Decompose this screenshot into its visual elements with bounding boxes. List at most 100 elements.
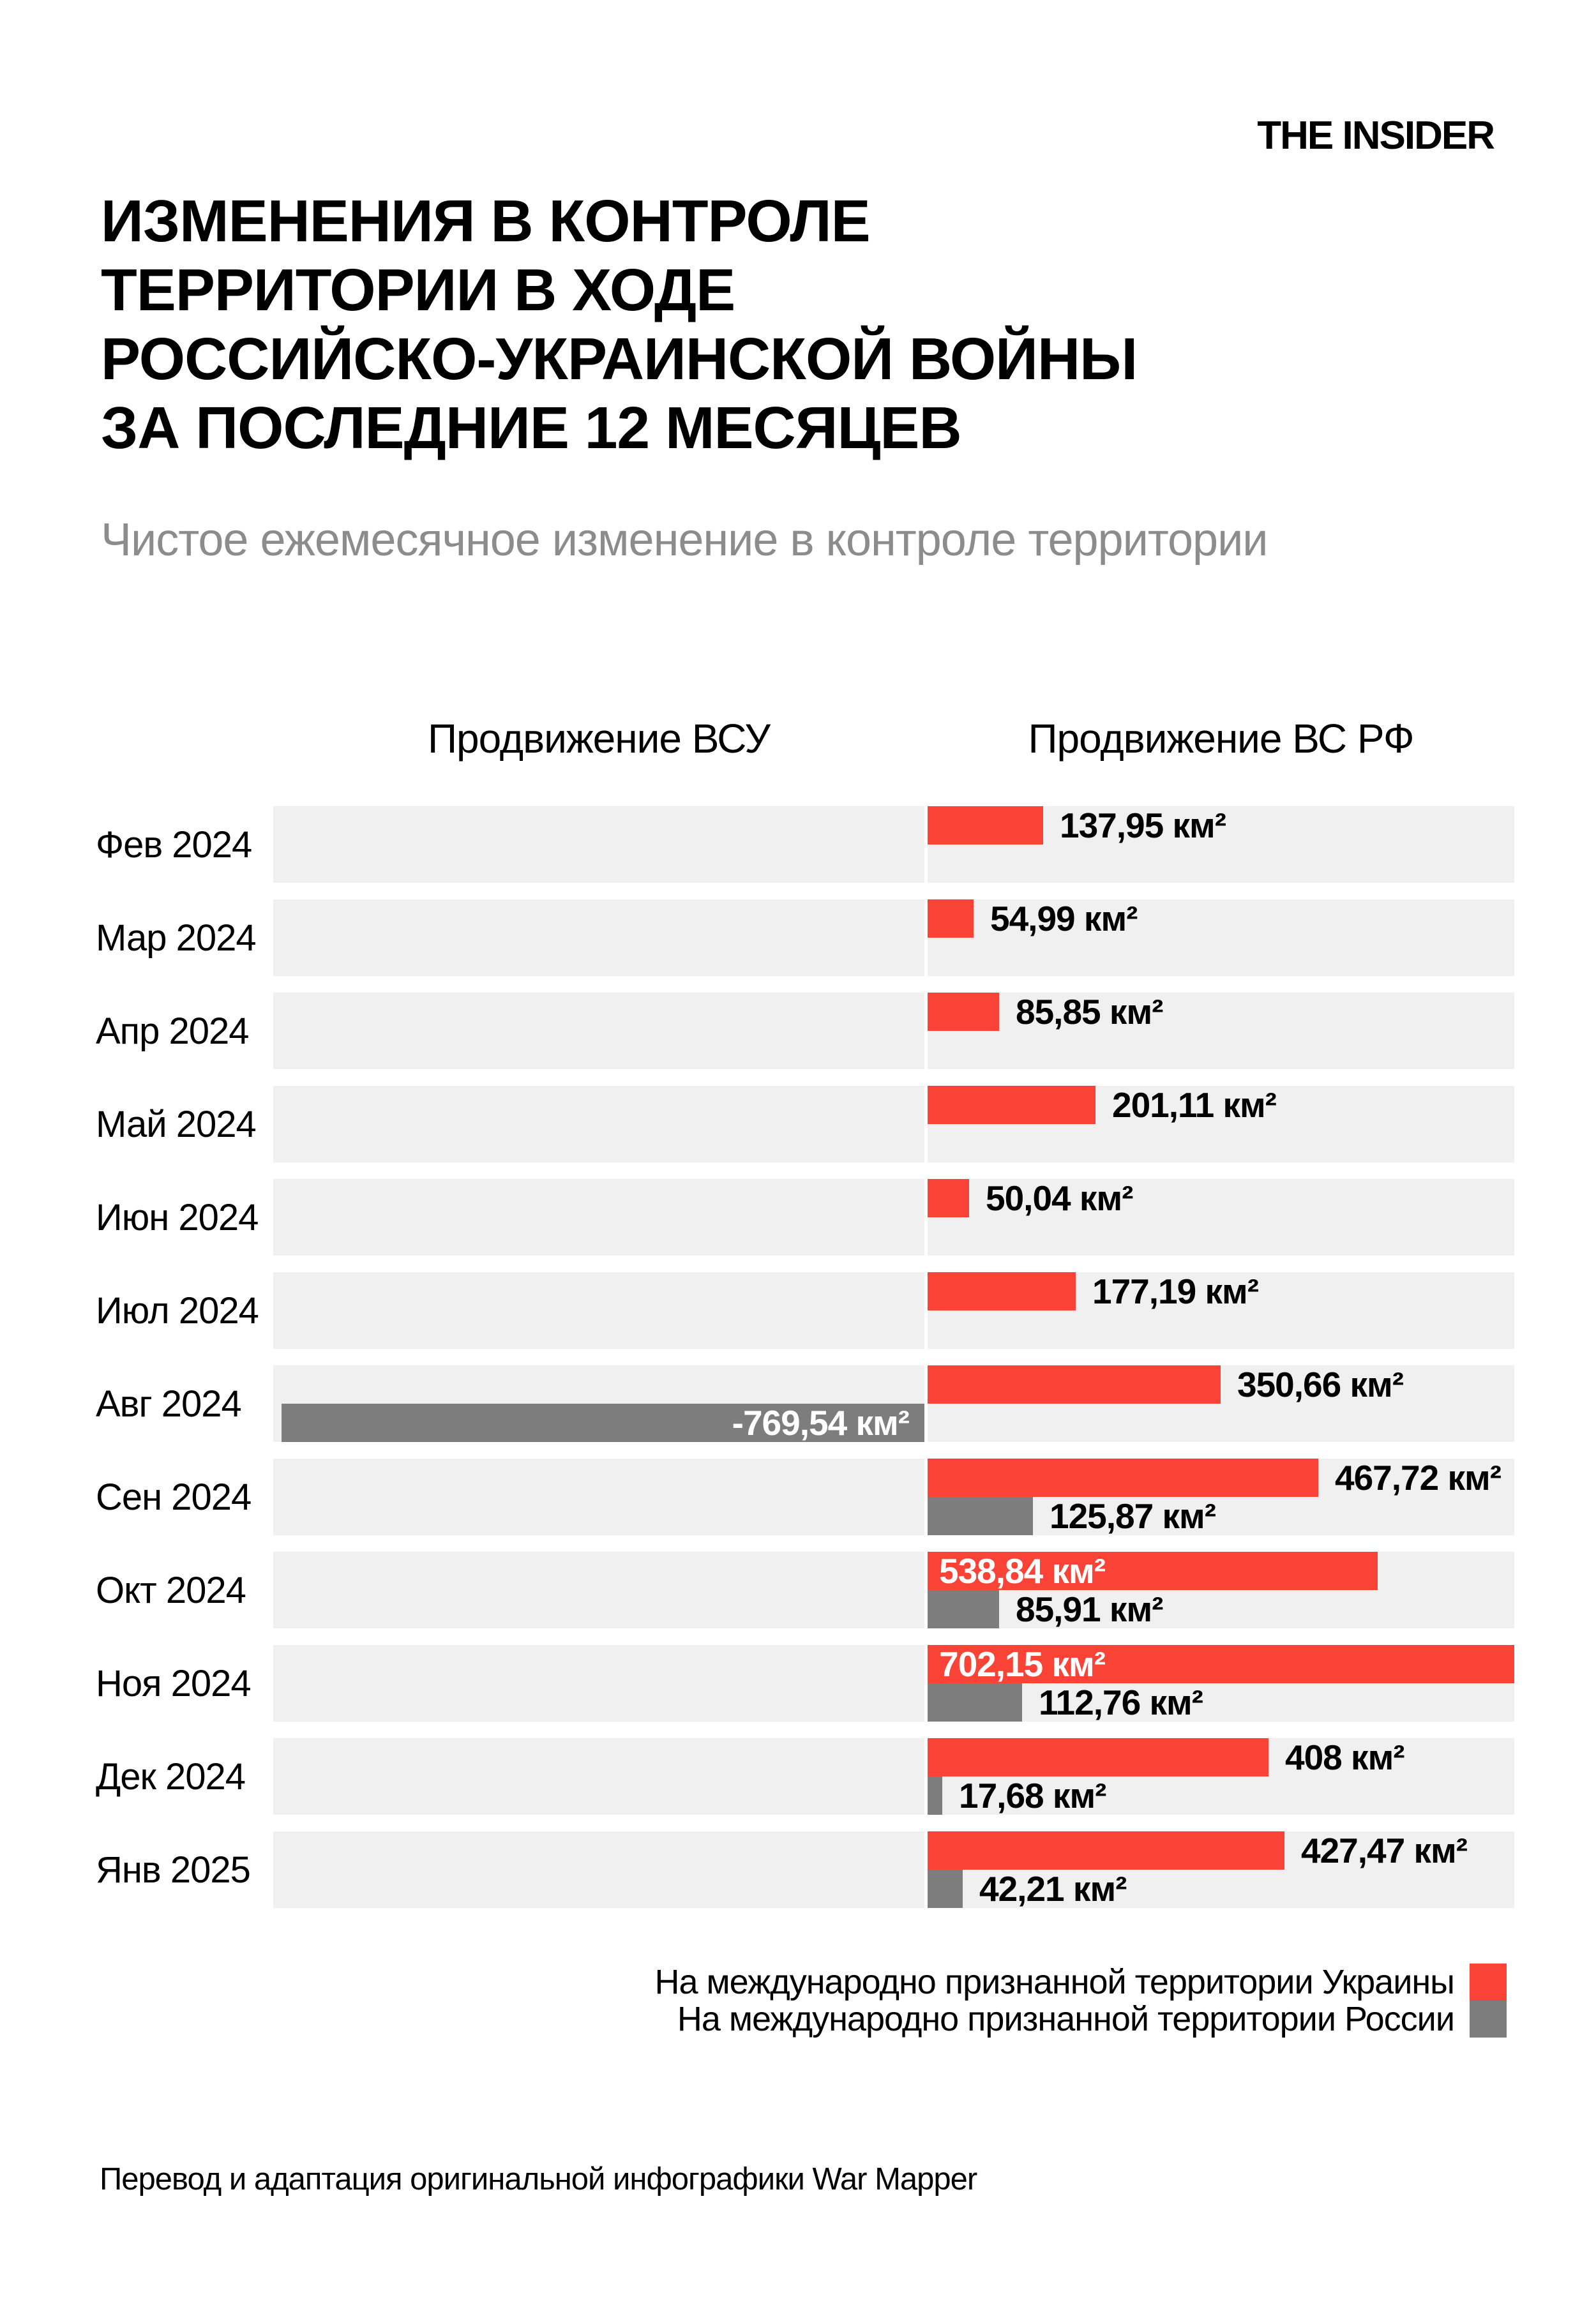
zero-axis-line	[924, 1086, 928, 1162]
row-month-label: Ноя 2024	[96, 1662, 252, 1704]
row-band: 427,47 км² 42,21 км²	[273, 1831, 1514, 1909]
row-month-label: Мар 2024	[96, 917, 257, 959]
bar-value-label: 125,87 км²	[1050, 1496, 1216, 1536]
bar-value-label: 177,19 км²	[1092, 1272, 1259, 1311]
row-month-label: Июл 2024	[96, 1289, 259, 1332]
bar-value-label: 427,47 км²	[1301, 1831, 1468, 1870]
row-band: 85,85 км²	[273, 992, 1514, 1069]
zero-axis-line	[924, 993, 928, 1069]
chart-row: Дек 2024 408 км² 17,68 км²	[0, 1738, 1596, 1815]
row-band: 538,84 км² 85,91 км²	[273, 1551, 1514, 1629]
zero-axis-line	[924, 1738, 928, 1815]
bar-value-label: 350,66 км²	[1237, 1365, 1404, 1404]
chart-row: Авг 2024 350,66 км² -769,54 км²	[0, 1365, 1596, 1443]
row-band: 54,99 км²	[273, 899, 1514, 976]
bar-value-label: 85,91 км²	[1016, 1589, 1163, 1629]
bar-value-label: 17,68 км²	[959, 1776, 1106, 1815]
row-month-label: Июн 2024	[96, 1196, 259, 1238]
row-month-label: Фев 2024	[96, 823, 252, 866]
zero-axis-line	[924, 1645, 928, 1722]
legend-label-russia: На международно признанной территории Ро…	[677, 2000, 1455, 2038]
bar-russia	[282, 1404, 924, 1442]
bar-ukraine	[928, 1272, 1076, 1310]
chart-row: Янв 2025 427,47 км² 42,21 км²	[0, 1831, 1596, 1909]
bar-ukraine	[928, 993, 999, 1031]
zero-axis-line	[924, 899, 928, 976]
bar-ukraine	[928, 1179, 969, 1217]
chart-row: Июн 2024 50,04 км²	[0, 1178, 1596, 1256]
bar-russia	[928, 1497, 1033, 1535]
row-band: 408 км² 17,68 км²	[273, 1738, 1514, 1815]
bar-value-label: 112,76 км²	[1039, 1683, 1203, 1722]
zero-axis-line	[924, 1831, 928, 1908]
chart-row: Мар 2024 54,99 км²	[0, 899, 1596, 976]
legend-item-russia: На международно признанной территории Ро…	[655, 2000, 1507, 2038]
title-line: ИЗМЕНЕНИЯ В КОНТРОЛЕ	[101, 188, 871, 254]
legend-label-ukraine: На международно признанной территории Ук…	[654, 1963, 1455, 2001]
title-line: ЗА ПОСЛЕДНИЕ 12 МЕСЯЦЕВ	[101, 394, 962, 461]
zero-axis-line	[924, 1179, 928, 1256]
bar-ukraine	[928, 1459, 1318, 1497]
bar-value-label: 702,15 км²	[939, 1644, 1106, 1684]
bar-ukraine	[928, 806, 1043, 845]
title-line: РОССИЙСКО-УКРАИНСКОЙ ВОЙНЫ	[101, 326, 1138, 392]
bar-russia	[928, 1776, 942, 1815]
row-band: 137,95 км²	[273, 806, 1514, 883]
page-subtitle: Чистое ежемесячное изменение в контроле …	[101, 514, 1269, 566]
bar-ukraine	[928, 1645, 1514, 1683]
bar-value-label: 408 км²	[1285, 1738, 1405, 1777]
column-header-vsu: Продвижение ВСУ	[427, 716, 771, 762]
legend: На международно признанной территории Ук…	[654, 1963, 1507, 2038]
row-band: 50,04 км²	[273, 1178, 1514, 1256]
bar-value-label: 54,99 км²	[990, 899, 1138, 938]
row-month-label: Апр 2024	[96, 1010, 249, 1052]
row-band: 201,11 км²	[273, 1085, 1514, 1162]
bar-value-label: 467,72 км²	[1335, 1458, 1502, 1498]
chart-row: Сен 2024 467,72 км² 125,87 км²	[0, 1458, 1596, 1536]
column-header-vs-rf: Продвижение ВС РФ	[1028, 716, 1415, 762]
bar-ukraine	[928, 1552, 1378, 1590]
bar-value-label: 137,95 км²	[1060, 806, 1226, 845]
bar-value-label: 201,11 км²	[1112, 1085, 1277, 1125]
chart-row: Окт 2024 538,84 км² 85,91 км²	[0, 1551, 1596, 1629]
bar-value-label: 50,04 км²	[986, 1178, 1133, 1218]
bar-russia	[928, 1683, 1022, 1722]
row-month-label: Май 2024	[96, 1103, 257, 1145]
chart-row: Фев 2024 137,95 км²	[0, 806, 1596, 883]
credit-line: Перевод и адаптация оригинальной инфогра…	[100, 2162, 977, 2197]
page-title: ИЗМЕНЕНИЯ В КОНТРОЛЕ ТЕРРИТОРИИ В ХОДЕ Р…	[101, 186, 1138, 462]
chart-row: Май 2024 201,11 км²	[0, 1085, 1596, 1162]
row-month-label: Сен 2024	[96, 1476, 252, 1518]
bar-ukraine	[928, 1365, 1221, 1404]
legend-item-ukraine: На международно признанной территории Ук…	[654, 1963, 1507, 2001]
row-month-label: Окт 2024	[96, 1569, 246, 1611]
bar-russia	[928, 1590, 999, 1628]
row-band: 467,72 км² 125,87 км²	[273, 1458, 1514, 1536]
row-month-label: Авг 2024	[96, 1383, 242, 1425]
legend-swatch-russia	[1470, 2001, 1507, 2038]
bar-value-label: 85,85 км²	[1016, 992, 1163, 1032]
legend-swatch-ukraine	[1470, 1964, 1507, 2001]
the-insider-logo: THE INSIDER	[1257, 114, 1495, 158]
bar-russia	[928, 1870, 963, 1908]
chart-row: Апр 2024 85,85 км²	[0, 992, 1596, 1069]
row-band: 702,15 км² 112,76 км²	[273, 1644, 1514, 1722]
zero-axis-line	[924, 1272, 928, 1349]
bar-value-label: 42,21 км²	[979, 1869, 1127, 1909]
row-band: 177,19 км²	[273, 1272, 1514, 1349]
zero-axis-line	[924, 1552, 928, 1628]
row-month-label: Янв 2025	[96, 1849, 251, 1891]
title-line: ТЕРРИТОРИИ В ХОДЕ	[101, 257, 735, 323]
chart-row: Июл 2024 177,19 км²	[0, 1272, 1596, 1349]
bar-ukraine	[928, 1831, 1284, 1870]
bar-ukraine	[928, 899, 974, 938]
row-band: 350,66 км² -769,54 км²	[273, 1365, 1514, 1443]
bar-value-label: 538,84 км²	[939, 1551, 1106, 1591]
row-month-label: Дек 2024	[96, 1755, 246, 1798]
chart-row: Ноя 2024 702,15 км² 112,76 км²	[0, 1644, 1596, 1722]
bar-ukraine	[928, 1738, 1269, 1776]
zero-axis-line	[924, 806, 928, 883]
zero-axis-line	[924, 1459, 928, 1535]
